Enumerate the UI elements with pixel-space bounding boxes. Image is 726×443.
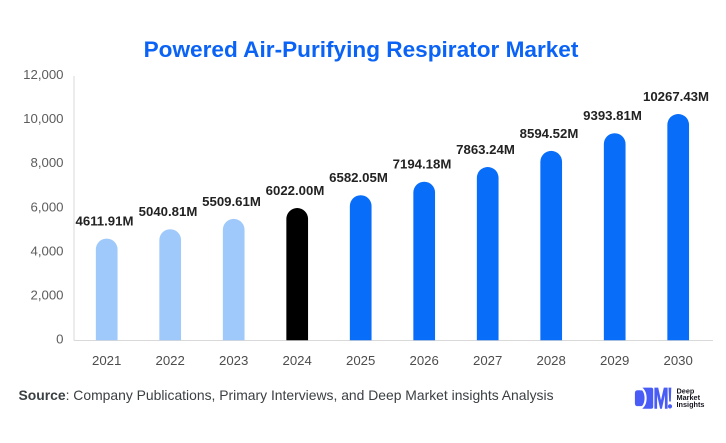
svg-text:2027: 2027 [473, 353, 502, 368]
svg-text:12,000: 12,000 [23, 67, 63, 82]
svg-text:2029: 2029 [600, 353, 629, 368]
svg-text:Powered Air-Purifying Respirat: Powered Air-Purifying Respirator Market [144, 37, 579, 62]
svg-text:5040.81M: 5040.81M [139, 204, 198, 219]
svg-text:10,000: 10,000 [23, 111, 63, 126]
svg-text:0: 0 [56, 331, 63, 346]
svg-text:2022: 2022 [156, 353, 185, 368]
svg-text:6,000: 6,000 [30, 199, 63, 214]
svg-text:Insights: Insights [677, 400, 705, 409]
svg-text:4,000: 4,000 [30, 243, 63, 258]
svg-text:Market: Market [677, 393, 701, 402]
svg-text:6022.00M: 6022.00M [266, 183, 325, 198]
svg-text:2024: 2024 [283, 353, 312, 368]
svg-text:2026: 2026 [410, 353, 439, 368]
svg-text:Source: Company Publications,: Source: Company Publications, Primary In… [19, 387, 554, 403]
svg-text:2025: 2025 [346, 353, 375, 368]
svg-text:9393.81M: 9393.81M [583, 108, 642, 123]
svg-text:7863.24M: 7863.24M [456, 142, 515, 157]
svg-text:Deep: Deep [677, 386, 695, 395]
svg-text:2023: 2023 [219, 353, 248, 368]
svg-text:6582.05M: 6582.05M [329, 170, 388, 185]
svg-text:5509.61M: 5509.61M [202, 194, 261, 209]
svg-text:4611.91M: 4611.91M [76, 214, 134, 229]
svg-text:8,000: 8,000 [30, 155, 63, 170]
svg-text:8594.52M: 8594.52M [520, 126, 579, 141]
svg-text:2030: 2030 [664, 353, 693, 368]
svg-text:7194.18M: 7194.18M [393, 157, 452, 172]
svg-text:10267.43M: 10267.43M [643, 89, 709, 104]
svg-text:2028: 2028 [537, 353, 566, 368]
svg-text:2021: 2021 [92, 353, 121, 368]
svg-text:2,000: 2,000 [30, 287, 63, 302]
